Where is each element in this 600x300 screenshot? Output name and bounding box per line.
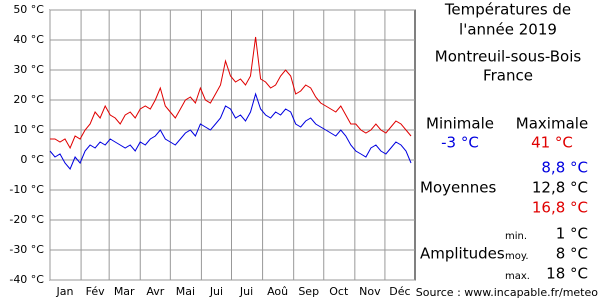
- x-tick-label: Jan: [56, 285, 74, 298]
- amp-max: 18 °C: [546, 265, 588, 283]
- source: Source : www.incapable.fr/meteo: [416, 286, 598, 299]
- y-tick-label: 30 °C: [13, 63, 44, 76]
- amp-min: 1 °C: [556, 225, 588, 243]
- y-tick-label: -40 °C: [9, 273, 44, 286]
- avg-max: 16,8 °C: [532, 199, 588, 217]
- country: France: [483, 67, 533, 85]
- title-line: l'année 2019: [459, 21, 557, 39]
- title-line: Températures de: [444, 1, 571, 19]
- amp-avg-label: moy.: [505, 251, 529, 262]
- min-value: -3 °C: [441, 134, 479, 152]
- series-line: [50, 36, 412, 150]
- y-tick-label: -20 °C: [9, 213, 44, 226]
- min-label: Minimale: [426, 115, 494, 133]
- x-tick-label: Nov: [359, 285, 381, 298]
- x-tick-label: Jui: [209, 285, 223, 298]
- y-tick-label: 50 °C: [13, 3, 44, 16]
- place: Montreuil-sous-Bois: [435, 48, 582, 66]
- plot-frame: [49, 9, 416, 281]
- max-label: Maximale: [516, 115, 588, 133]
- x-tick-label: Déc: [389, 285, 410, 298]
- amp-max-label: max.: [505, 271, 530, 282]
- x-tick-label: Aoû: [267, 285, 288, 298]
- amp-min-label: min.: [505, 231, 527, 242]
- x-tick-label: Jui: [239, 285, 253, 298]
- y-tick-label: 20 °C: [13, 93, 44, 106]
- y-tick-label: 40 °C: [13, 33, 44, 46]
- series-line: [49, 92, 412, 170]
- amp-label: Amplitudes: [420, 245, 505, 263]
- avg-label: Moyennes: [420, 179, 496, 197]
- y-tick-label: -10 °C: [9, 183, 44, 196]
- x-tick-label: Avr: [146, 285, 164, 298]
- y-tick-label: -30 °C: [9, 243, 44, 256]
- x-tick-label: Sep: [298, 285, 319, 298]
- x-tick-label: Fév: [86, 285, 105, 298]
- max-value: 41 °C: [531, 134, 573, 152]
- y-tick-label: 10 °C: [13, 123, 44, 136]
- x-tick-label: Oct: [329, 285, 349, 298]
- x-tick-label: Mai: [176, 285, 195, 298]
- y-tick-label: 0 °C: [20, 153, 44, 166]
- panel: Températures de l'année 2019 Montreuil-s…: [416, 1, 598, 300]
- amp-avg: 8 °C: [556, 245, 588, 263]
- avg-min: 8,8 °C: [541, 159, 588, 177]
- avg-all: 12,8 °C: [532, 179, 588, 197]
- x-tick-label: Mar: [114, 285, 135, 298]
